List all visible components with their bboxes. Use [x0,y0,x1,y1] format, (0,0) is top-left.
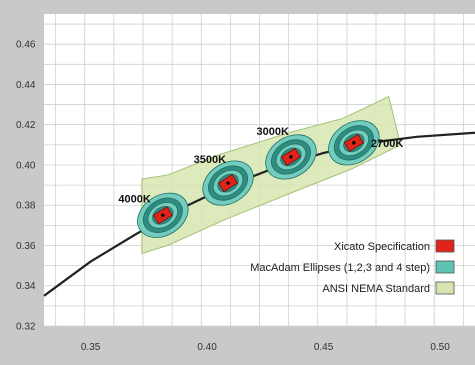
axis-ticks: 0.32 0.34 0.36 0.38 0.40 0.42 0.44 0.46 0.35 0.40… [16,40,450,353]
x-tick-label-3: 0.50 [430,342,450,353]
legend-label-1: MacAdam Ellipses (1,2,3 and 4 step) [250,262,430,274]
y-tick-label-6: 0.44 [16,80,36,91]
y-tick-label-0: 0.32 [16,322,36,333]
legend-label-0: Xicato Specification [334,241,430,253]
y-tick-label-3: 0.38 [16,201,36,212]
y-tick-label-7: 0.46 [16,40,36,51]
data-point-2700K [352,141,356,145]
macadam-ellipse-3500K [202,160,254,206]
macadam-ellipse-4000K [137,192,189,238]
x-tick-label-0: 0.35 [81,342,101,353]
x-tick-label-2: 0.45 [314,342,334,353]
macadam-ellipse-2700K [328,120,380,166]
y-tick-label-4: 0.40 [16,160,36,171]
cct-label-3500K: 3500K [194,154,226,166]
legend-label-2: ANSI NEMA Standard [322,283,430,295]
macadam-ellipse-3000K [265,134,317,180]
y-tick-label-5: 0.42 [16,120,36,131]
data-point-4000K [161,213,165,218]
legend-swatch-1 [435,260,455,274]
cct-label-2700K: 2700K [371,138,403,150]
legend: Xicato Specification MacAdam Ellipses (1,… [250,239,455,295]
cct-label-3000K: 3000K [257,126,289,138]
legend-swatch-0 [435,239,455,253]
y-tick-label-2: 0.36 [16,241,36,252]
x-tick-label-1: 0.40 [197,342,217,353]
cct-label-4000K: 4000K [118,193,150,205]
cct-labels: 4000K 3500K 3000K 2700K [118,126,403,205]
data-point-3500K [226,181,230,185]
macadam-ellipses [137,120,380,238]
y-tick-label-1: 0.34 [16,281,36,292]
data-point-3000K [289,155,293,159]
legend-swatch-2 [435,281,455,295]
